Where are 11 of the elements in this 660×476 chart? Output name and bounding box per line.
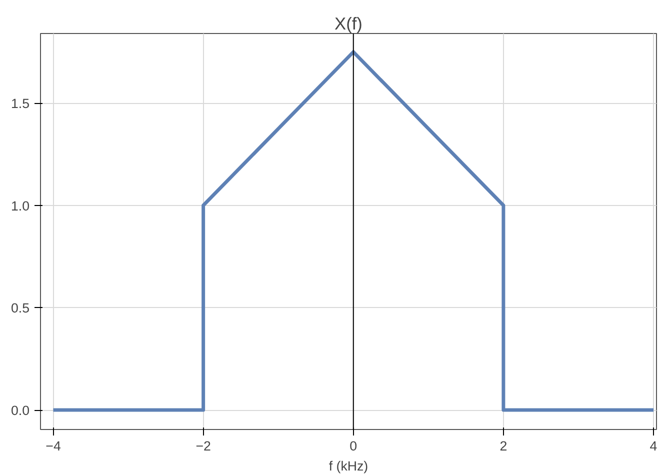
y-tick-label: 0.0 [10,403,30,418]
x-tick-label: 4 [650,438,658,454]
y-tick-label: 0.5 [10,300,30,316]
y-tick-label: 1.5 [10,96,30,112]
chart-title: X(f) [334,14,362,34]
x-tick-label: −2 [196,438,211,454]
x-tick-label: 2 [500,438,508,454]
x-tick-label: −4 [46,438,62,454]
x-axis-title: f (kHz) [328,458,368,474]
x-tick-label: 0 [350,438,358,454]
y-tick-label: 1.0 [10,198,30,214]
